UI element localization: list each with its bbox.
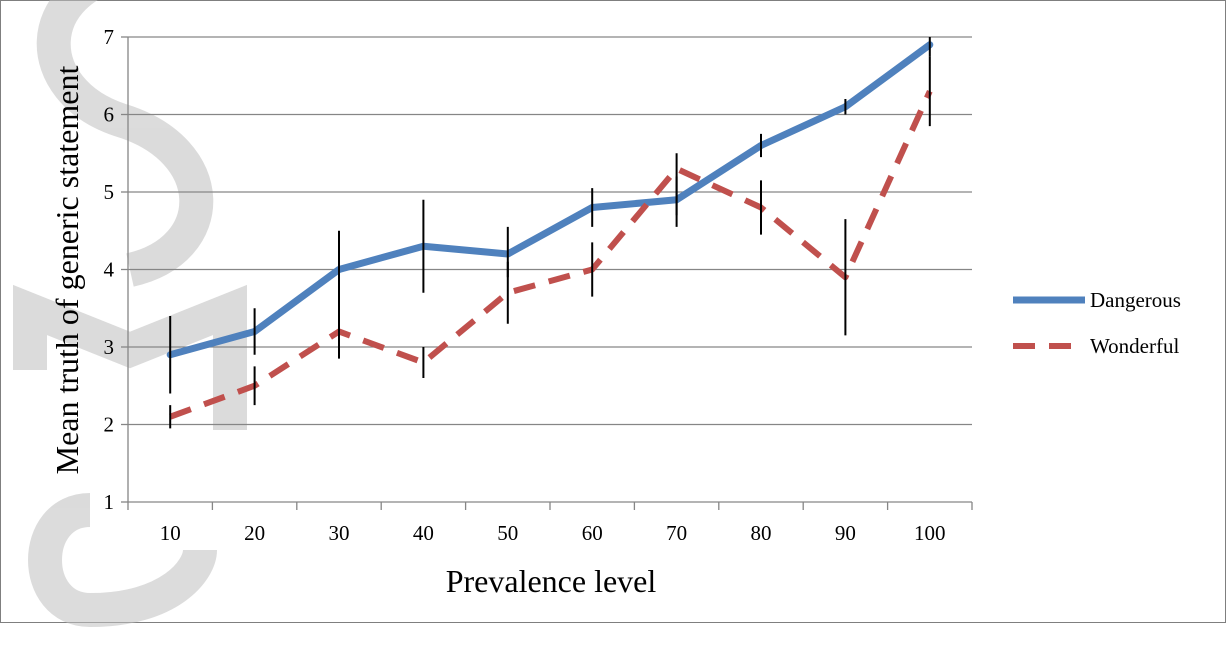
y-tick-labels: 1 2 3 4 5 6 7	[104, 25, 115, 514]
x-tick-label: 100	[914, 521, 946, 545]
y-tick-label: 2	[104, 413, 115, 437]
y-tick-label: 5	[104, 180, 115, 204]
y-tick-label: 7	[104, 25, 115, 49]
y-axis-title: Mean truth of generic statement	[49, 66, 85, 475]
error-bars	[169, 37, 931, 429]
legend-label-dangerous: Dangerous	[1090, 288, 1181, 312]
chart-frame	[0, 0, 1226, 623]
x-tick-labels: 10 20 30 40 50 60 70 80 90 100	[160, 521, 946, 545]
line-chart: 1 2 3 4 5 6 7 10 20 30 40 50 60 70 80 90 100 Prevalence…	[49, 25, 1181, 599]
series-lines	[166, 41, 934, 420]
y-tick-label: 6	[104, 103, 115, 127]
series-line-dangerous	[166, 41, 934, 359]
x-tick-label: 40	[413, 521, 434, 545]
x-tick-label: 90	[835, 521, 856, 545]
series-line-wonderful	[169, 90, 933, 420]
x-tick-label: 60	[582, 521, 603, 545]
y-tick-label: 3	[104, 335, 115, 359]
legend-label-wonderful: Wonderful	[1090, 334, 1179, 358]
x-tick-label: 50	[497, 521, 518, 545]
x-tick-label: 30	[329, 521, 350, 545]
x-tick-label: 10	[160, 521, 181, 545]
x-tick-label: 20	[244, 521, 265, 545]
x-axis-title: Prevalence level	[446, 563, 657, 599]
x-tick-label: 70	[666, 521, 687, 545]
axes	[127, 37, 973, 510]
y-tick-label: 4	[104, 258, 115, 282]
x-tick-label: 80	[751, 521, 772, 545]
legend: Dangerous Wonderful	[1013, 288, 1181, 358]
y-tick-label: 1	[104, 490, 115, 514]
